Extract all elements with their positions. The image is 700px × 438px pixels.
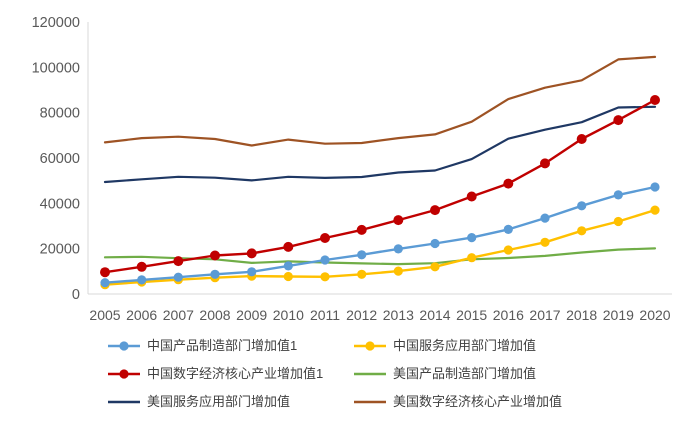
- legend-label: 中国服务应用部门增加值: [393, 338, 537, 353]
- series-marker: [540, 158, 550, 169]
- series-marker: [430, 238, 440, 249]
- series-marker: [613, 190, 623, 200]
- legend-swatch-icon: [108, 368, 140, 379]
- x-tick-label: 2007: [163, 307, 194, 323]
- y-tick-label: 60000: [40, 151, 80, 167]
- series-marker: [246, 248, 257, 259]
- series-marker: [503, 178, 514, 189]
- series-marker: [393, 266, 403, 276]
- x-tick-label: 2005: [89, 307, 120, 323]
- series-marker: [576, 134, 587, 144]
- series-marker: [320, 233, 330, 243]
- series-marker: [650, 95, 660, 105]
- series-marker: [613, 216, 623, 227]
- series-marker: [393, 215, 404, 226]
- series-marker: [356, 224, 367, 235]
- series-marker: [210, 250, 220, 261]
- series-marker: [320, 255, 330, 265]
- legend-label: 美国服务应用部门增加值: [147, 394, 291, 409]
- x-tick-label: 2011: [310, 307, 340, 323]
- legend-marker-dot: [119, 368, 129, 379]
- y-tick-label: 0: [72, 287, 80, 303]
- legend-item: 美国产品制造部门增加值: [354, 364, 600, 383]
- legend-item: 中国服务应用部门增加值: [354, 336, 600, 355]
- legend-marker-dot: [119, 340, 129, 351]
- x-tick-label: 2013: [383, 307, 414, 323]
- legend-swatch-icon: [354, 372, 386, 375]
- x-tick-label: 2017: [529, 307, 560, 323]
- legend-swatch-icon: [108, 340, 140, 351]
- series-marker: [540, 213, 550, 223]
- x-tick-label: 2008: [199, 307, 230, 323]
- series-marker: [320, 272, 330, 282]
- series-marker: [100, 278, 110, 288]
- x-tick-label: 2012: [346, 307, 377, 323]
- legend-label: 中国数字经济核心产业增加值1: [147, 366, 324, 381]
- legend-label: 美国产品制造部门增加值: [393, 366, 537, 381]
- series-marker: [577, 201, 587, 211]
- series-marker: [393, 244, 403, 254]
- x-tick-label: 2009: [236, 307, 267, 323]
- y-tick-label: 100000: [32, 60, 80, 76]
- series-line: [103, 98, 657, 274]
- y-tick-label: 80000: [40, 106, 80, 122]
- series-marker: [577, 226, 587, 236]
- legend-row: 中国产品制造部门增加值1 中国服务应用部门增加值: [108, 336, 700, 355]
- legend-item: 中国数字经济核心产业增加值1: [108, 364, 354, 383]
- x-tick-label: 2014: [419, 307, 450, 323]
- series-marker: [503, 224, 513, 234]
- series-marker: [503, 245, 513, 255]
- series-marker: [430, 262, 440, 272]
- x-tick-label: 2010: [273, 307, 304, 323]
- series-marker: [173, 272, 183, 282]
- legend-marker-dot: [365, 340, 375, 351]
- series-line: [103, 208, 657, 286]
- series-marker: [247, 267, 257, 277]
- series-marker: [467, 233, 477, 243]
- series-marker: [210, 269, 220, 279]
- series-marker: [136, 261, 147, 272]
- series-marker: [650, 182, 660, 192]
- series-marker: [467, 253, 477, 263]
- series-marker: [540, 237, 550, 247]
- x-tick-label: 2006: [126, 307, 157, 323]
- x-tick-label: 2019: [603, 307, 634, 323]
- y-tick-label: 40000: [40, 196, 80, 212]
- series-marker: [283, 271, 293, 282]
- series-line: [103, 55, 657, 147]
- series-marker: [613, 115, 624, 126]
- series-line: [103, 185, 657, 284]
- series-marker: [466, 191, 477, 202]
- plot-area: 0 20000 40000 60000 80000 100000 120000 2005 200…: [32, 15, 672, 323]
- legend-item: 美国数字经济核心产业增加值: [354, 392, 600, 411]
- series-marker: [173, 256, 184, 267]
- x-tick-label: 2015: [456, 307, 487, 323]
- legend-item: 美国服务应用部门增加值: [108, 392, 354, 411]
- y-tick-label: 120000: [32, 15, 80, 31]
- series-marker: [137, 275, 147, 285]
- x-tick-label: 2018: [566, 307, 597, 323]
- x-tick-label: 2016: [493, 307, 524, 323]
- legend-swatch-icon: [354, 340, 386, 351]
- chart-legend: 中国产品制造部门增加值1 中国服务应用部门增加值中国数字经济核心产业增加值1 美国产…: [0, 336, 700, 411]
- series-marker: [357, 250, 367, 260]
- series-marker: [100, 267, 110, 278]
- legend-row: 美国服务应用部门增加值 美国数字经济核心产业增加值: [108, 392, 700, 411]
- legend-row: 中国数字经济核心产业增加值1 美国产品制造部门增加值: [108, 364, 700, 383]
- legend-swatch-icon: [108, 400, 140, 403]
- legend-swatch-icon: [354, 400, 386, 403]
- legend-item: 中国产品制造部门增加值1: [108, 336, 354, 355]
- legend-label: 中国产品制造部门增加值1: [147, 338, 298, 353]
- series-marker: [430, 205, 440, 216]
- series-line: [103, 105, 657, 184]
- series-marker: [650, 205, 660, 215]
- legend-label: 美国数字经济核心产业增加值: [393, 394, 563, 409]
- series-marker: [283, 261, 293, 271]
- y-tick-label: 20000: [40, 242, 80, 258]
- x-tick-label: 2020: [639, 307, 670, 323]
- series-marker: [283, 241, 294, 252]
- series-marker: [357, 269, 367, 279]
